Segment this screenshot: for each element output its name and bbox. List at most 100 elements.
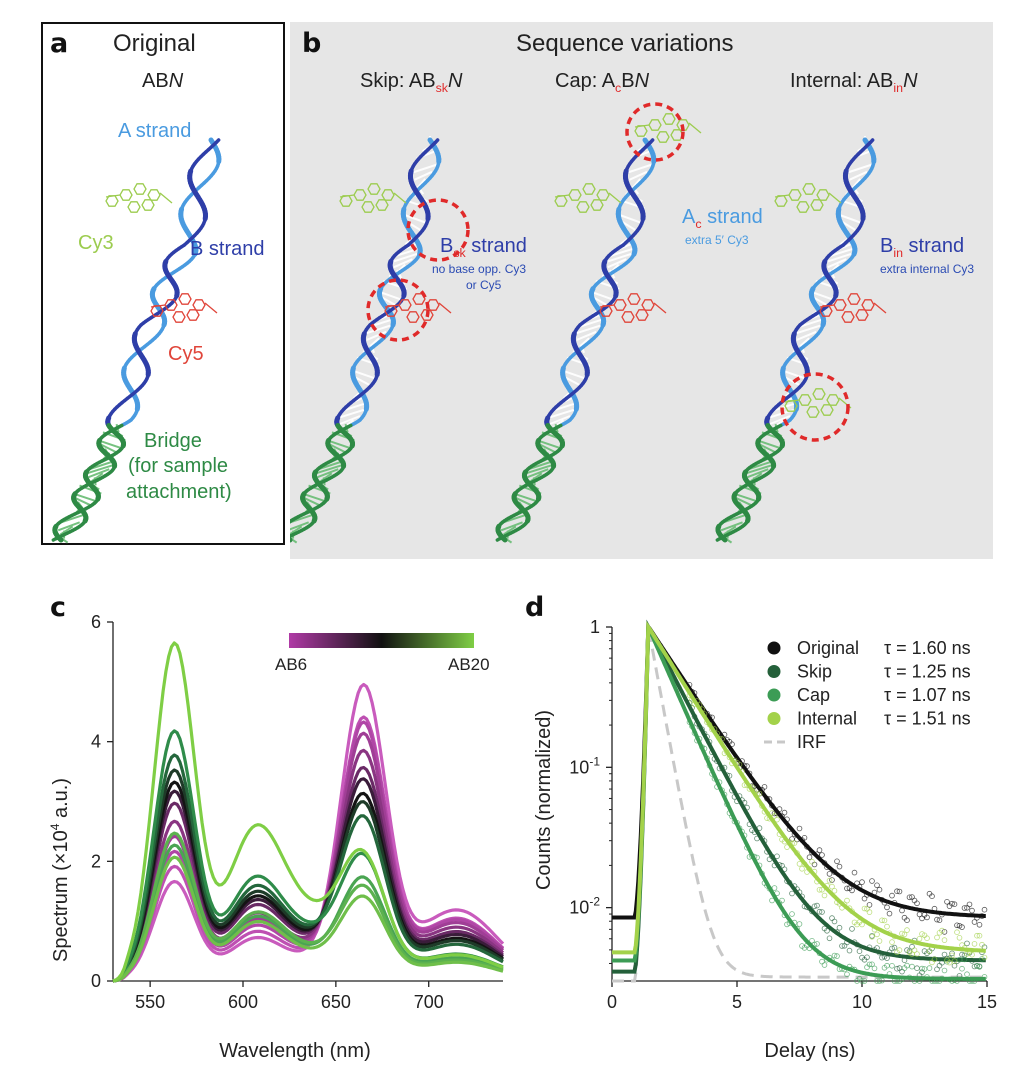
base-pair <box>403 213 427 224</box>
decay-data-point <box>939 927 945 934</box>
decay-data-point <box>819 909 825 915</box>
dye-ring <box>621 311 635 323</box>
base-pair <box>621 221 636 231</box>
b-strand-label: B strand <box>190 238 265 260</box>
base-pair <box>827 258 847 269</box>
dye-ring <box>186 309 200 321</box>
dye-ring <box>802 183 816 195</box>
dye-ring <box>582 183 596 195</box>
legend-label: Original <box>797 638 859 658</box>
legend-label: Cap <box>797 685 830 705</box>
base-pair <box>193 170 212 181</box>
decay-data-point <box>861 978 868 984</box>
decay-data-point <box>961 956 968 963</box>
base-pair <box>354 376 371 387</box>
base-pair <box>528 460 554 470</box>
decay-data-point <box>806 854 813 861</box>
dye-linker <box>873 302 887 314</box>
decay-data-point <box>881 917 888 924</box>
dye-linker <box>819 304 835 308</box>
decay-data-point <box>926 948 933 954</box>
decay-data-point <box>889 939 895 945</box>
decay-data-point <box>771 885 778 891</box>
colorbar-to-label: AB20 <box>448 655 490 674</box>
base-pair <box>138 318 165 329</box>
decay-data-point <box>894 965 900 972</box>
decay-data-point <box>914 900 920 907</box>
c-y-tick-label: 4 <box>91 732 101 752</box>
cap-cy5-dye <box>599 293 667 323</box>
base-pair <box>811 290 835 301</box>
decay-data-point <box>951 958 958 964</box>
base-pair <box>196 178 205 188</box>
decay-data-point <box>969 951 975 958</box>
dye-linker <box>384 304 400 308</box>
decay-data-point <box>781 809 788 816</box>
decay-data-point <box>816 908 823 915</box>
base-pair <box>59 525 74 536</box>
decay-data-point <box>866 961 873 968</box>
legend-label: Skip <box>797 662 832 682</box>
dye-ring <box>406 311 420 323</box>
decay-data-point <box>876 938 883 944</box>
dye-linker <box>554 194 570 198</box>
decay-data-point <box>801 835 808 841</box>
decay-data-point <box>869 878 875 884</box>
panel-d-label: d <box>525 592 545 623</box>
decay-data-point <box>954 929 960 936</box>
d-x-tick-label: 10 <box>852 992 872 1012</box>
decay-data-point <box>859 879 865 885</box>
dye-ring <box>576 201 590 213</box>
decay-data-point <box>829 877 835 883</box>
dye-ring <box>826 394 840 406</box>
panel-a-title: Original <box>113 30 196 57</box>
decay-data-point <box>931 956 938 963</box>
base-pair <box>393 258 413 269</box>
base-pair <box>529 472 543 483</box>
decay-data-point <box>971 941 978 947</box>
base-pair <box>168 258 188 269</box>
decay-data-point <box>964 971 970 978</box>
spectrum-line <box>112 777 504 983</box>
base-pair <box>852 178 861 188</box>
dye-linker <box>438 302 452 314</box>
decay-data-point <box>834 953 840 959</box>
base-pair <box>137 330 158 341</box>
base-pair <box>632 178 641 188</box>
decay-data-point <box>809 858 815 865</box>
base-pair <box>316 464 343 475</box>
decay-data-point <box>814 941 820 947</box>
c-ylabel: Spectrum (×104 a.u.) <box>48 778 72 962</box>
base-pair <box>125 376 142 387</box>
base-pair <box>618 213 642 224</box>
dye-linker <box>634 124 650 128</box>
dye-ring <box>816 189 830 201</box>
decay-data-point <box>946 959 953 966</box>
base-pair <box>769 415 791 425</box>
dye-linker <box>150 304 166 308</box>
decay-data-point <box>909 963 915 970</box>
decay-data-point <box>919 965 925 972</box>
decay-data-point <box>816 886 823 893</box>
dye-linker <box>159 192 173 204</box>
decay-data-point <box>859 921 865 928</box>
decay-data-point <box>949 900 955 907</box>
legend-label: IRF <box>797 732 826 752</box>
dye-ring <box>127 201 141 213</box>
decay-data-point <box>956 934 963 941</box>
d-x-tick-label: 15 <box>977 992 997 1012</box>
decay-data-point <box>976 921 983 928</box>
base-pair <box>169 247 196 258</box>
decay-data-point <box>821 892 828 899</box>
base-pair <box>88 468 110 479</box>
skip-highlight-top <box>406 198 470 262</box>
dye-ring <box>627 293 641 305</box>
dye-ring <box>596 189 610 201</box>
decay-data-point <box>761 784 768 790</box>
dye-ring <box>178 293 192 305</box>
base-pair <box>329 443 347 454</box>
strand-segment <box>721 536 728 543</box>
c-y-tick-label: 6 <box>91 612 101 632</box>
internal-note: extra internal Cy3 <box>880 262 975 276</box>
decay-data-point <box>856 948 863 955</box>
